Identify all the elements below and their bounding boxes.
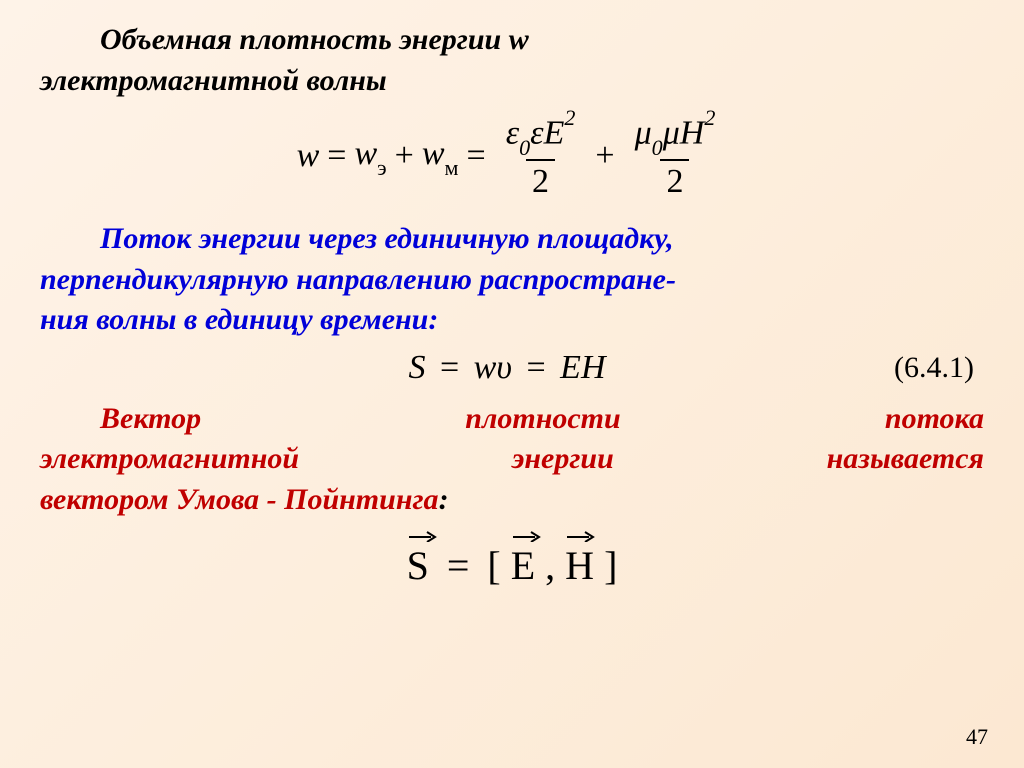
sym-w: w: [297, 137, 320, 175]
flux-formula: S = wυ = EH: [160, 349, 854, 387]
energy-flux-paragraph: Поток энергии через единичную площадку, …: [40, 219, 984, 341]
fraction-electric: ε0εE2 2: [500, 111, 582, 201]
title-line-2: электромагнитной волны: [40, 61, 984, 102]
poynting-paragraph-line2: электромагнитной энергии называется: [40, 439, 984, 480]
flux-formula-row: S = wυ = EH (6.4.1): [40, 349, 984, 387]
sym-plus-1: +: [395, 137, 414, 175]
title-line-1: Объемная плотность энергии w: [100, 23, 529, 56]
sym-we: wэ: [354, 135, 386, 178]
sym-wm: wм: [422, 135, 459, 178]
poynting-paragraph-line1: Вектор плотности потока: [40, 399, 984, 440]
vec-s: S: [407, 538, 429, 589]
vec-h: H: [565, 538, 594, 589]
sym-eq: =: [327, 137, 346, 175]
slide-title: Объемная плотность энергии w электромагн…: [100, 20, 984, 101]
poynting-paragraph-line3: вектором Умова - Пойнтинга:: [40, 480, 984, 521]
energy-density-formula: w = wэ + wм = ε0εE2 2 + μ0μH2 2: [40, 111, 984, 201]
para1-line1: Поток энергии через единичную площадку,: [40, 219, 984, 260]
fraction-magnetic: μ0μH2 2: [629, 111, 722, 201]
vec-e: E: [511, 538, 535, 589]
sym-eq-2: =: [467, 137, 486, 175]
sym-plus-2: +: [595, 137, 614, 175]
poynting-vector-formula: S = [ E , H ]: [40, 538, 984, 589]
equation-number: (6.4.1): [854, 351, 984, 385]
para1-line2: перпендикулярную направлению распростран…: [40, 260, 984, 301]
page-number: 47: [966, 724, 988, 750]
para1-line3: ния волны в единицу времени:: [40, 300, 984, 341]
